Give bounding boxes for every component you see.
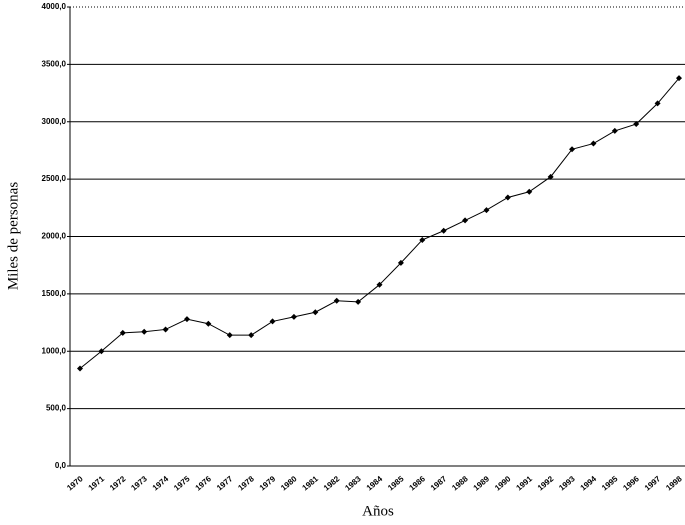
x-tick-label: 1987 — [429, 474, 449, 493]
x-tick-label: 1981 — [301, 474, 321, 493]
y-tick-label: 3500,0 — [42, 59, 67, 68]
data-point — [119, 329, 126, 336]
x-tick-label: 1994 — [579, 474, 599, 493]
data-point — [526, 188, 533, 195]
data-point — [440, 227, 447, 234]
y-tick-label: 0,0 — [55, 461, 67, 470]
data-point — [569, 146, 576, 153]
data-point — [419, 236, 426, 243]
x-tick-label: 1977 — [215, 474, 235, 493]
data-point — [611, 127, 618, 134]
x-tick-label: 1984 — [365, 474, 385, 493]
data-point — [633, 121, 640, 128]
x-tick-label: 1976 — [194, 474, 214, 493]
x-tick-label: 1970 — [65, 474, 85, 493]
data-point — [98, 348, 105, 355]
x-tick-label: 1998 — [664, 474, 684, 493]
x-tick-label: 1993 — [557, 474, 577, 493]
x-tick-label: 1971 — [87, 474, 107, 493]
data-point — [333, 297, 340, 304]
data-point — [547, 173, 554, 180]
data-point — [312, 309, 319, 316]
data-point — [141, 328, 148, 335]
y-axis-title: Miles de personas — [5, 182, 21, 290]
x-tick-label: 1988 — [450, 474, 470, 493]
x-tick-label: 1985 — [386, 474, 406, 493]
data-point — [397, 259, 404, 266]
data-point — [162, 326, 169, 333]
data-point — [183, 316, 190, 323]
data-point — [676, 75, 682, 82]
data-point — [376, 281, 383, 288]
y-tick-label: 2500,0 — [42, 174, 67, 183]
y-tick-label: 4000,0 — [42, 2, 67, 11]
y-tick-label: 2000,0 — [42, 232, 67, 241]
x-tick-label: 1997 — [643, 474, 663, 493]
x-axis-title: Años — [362, 503, 394, 519]
data-point — [462, 217, 469, 224]
x-tick-label: 1991 — [514, 474, 534, 493]
data-point — [290, 313, 297, 320]
data-point — [355, 298, 362, 305]
x-tick-label: 1972 — [108, 474, 128, 493]
x-tick-label: 1983 — [343, 474, 363, 493]
data-point — [226, 332, 233, 339]
data-point — [77, 365, 83, 372]
x-tick-label: 1975 — [172, 474, 192, 493]
x-tick-label: 1980 — [279, 474, 299, 493]
data-point — [590, 140, 597, 147]
y-tick-label: 1000,0 — [42, 346, 67, 355]
x-tick-label: 1982 — [322, 474, 342, 493]
data-point — [248, 332, 255, 339]
data-point — [504, 194, 511, 201]
x-tick-label: 1996 — [621, 474, 641, 493]
data-point — [654, 100, 661, 107]
x-tick-label: 1990 — [493, 474, 513, 493]
x-tick-label: 1989 — [472, 474, 492, 493]
x-tick-label: 1973 — [129, 474, 149, 493]
x-tick-label: 1979 — [258, 474, 278, 493]
x-tick-label: 1986 — [408, 474, 428, 493]
x-tick-label: 1978 — [236, 474, 256, 493]
data-point — [269, 318, 276, 325]
data-point — [205, 320, 212, 327]
y-tick-label: 500,0 — [46, 404, 67, 413]
x-tick-label: 1995 — [600, 474, 620, 493]
y-tick-label: 3000,0 — [42, 117, 67, 126]
x-tick-label: 1974 — [151, 474, 171, 493]
data-point — [483, 207, 490, 214]
y-tick-label: 1500,0 — [42, 289, 67, 298]
x-tick-label: 1992 — [536, 474, 556, 493]
